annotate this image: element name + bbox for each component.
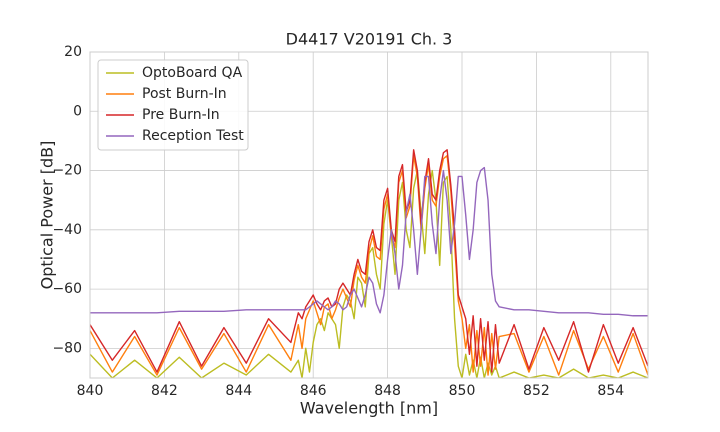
chart-title: D4417 V20191 Ch. 3 — [286, 30, 453, 49]
series-line — [90, 169, 648, 378]
x-tick-label: 840 — [77, 383, 104, 399]
legend-label: OptoBoard QA — [142, 65, 243, 81]
plot-frame — [89, 51, 649, 379]
x-tick-label: 844 — [225, 383, 252, 399]
y-tick-label: −40 — [52, 222, 82, 238]
y-tick-label: 0 — [73, 103, 82, 119]
series-line — [90, 149, 648, 373]
lines — [90, 149, 648, 378]
x-tick-label: 846 — [300, 383, 327, 399]
y-tick-label: −20 — [52, 163, 82, 179]
x-tick-label: 852 — [523, 383, 550, 399]
y-tick-label: 20 — [64, 44, 82, 60]
x-tick-label: 848 — [374, 383, 401, 399]
y-axis-label: Optical Power [dB] — [38, 141, 57, 290]
legend-label: Post Burn-In — [142, 86, 227, 102]
legend-label: Reception Test — [142, 128, 244, 144]
y-tick-label: −80 — [52, 340, 82, 356]
legend-label: Pre Burn-In — [142, 107, 220, 123]
x-tick-label: 850 — [449, 383, 476, 399]
x-tick-label: 842 — [151, 383, 178, 399]
y-tick-label: −60 — [52, 281, 82, 297]
x-axis-label: Wavelength [nm] — [300, 399, 438, 418]
series-line — [90, 166, 648, 317]
legend: OptoBoard QA Post Burn-In Pre Burn-In Recep… — [97, 59, 249, 151]
x-tick-label: 854 — [597, 383, 624, 399]
legend-box — [97, 59, 249, 151]
